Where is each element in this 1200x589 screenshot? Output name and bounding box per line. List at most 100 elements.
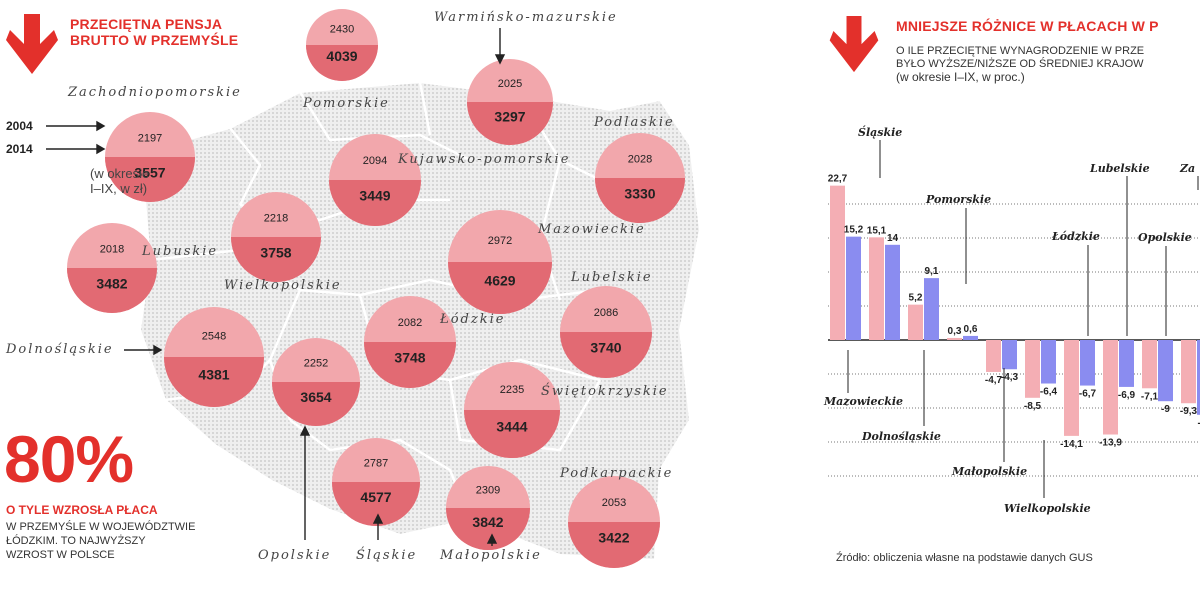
- region-label-mazowieckie: Mazowieckie: [538, 222, 646, 237]
- bar-blue: [924, 278, 939, 340]
- region-label-swietokrzyskie: Świętokrzyskie: [541, 384, 669, 399]
- value-2014: 4629: [484, 272, 515, 288]
- legend-year-2014: 2014: [6, 142, 33, 156]
- value-2014: 3654: [300, 389, 331, 405]
- down-arrow-icon-right: [828, 16, 880, 74]
- region-bubble: 2235 3444: [464, 362, 560, 458]
- bar-blue: [885, 244, 900, 340]
- bar-chart: 22,7 15,2 15,114 5,2 9,1 0,3 0,6 -4,7-4,3 -8,5 -6…: [823, 125, 1200, 515]
- value-2014: 3740: [590, 340, 621, 356]
- bar-region-label: Pomorskie: [925, 193, 991, 206]
- value-2014: 3449: [359, 188, 390, 204]
- bar-label-pink: -13,9: [1099, 438, 1122, 449]
- value-2004: 2252: [304, 358, 328, 370]
- bar-chart-title: MNIEJSZE RÓŻNICE W PŁACACH W P: [896, 18, 1159, 34]
- region-label-malopolskie: Małopolskie: [440, 548, 542, 563]
- bar-label-pink: -8,5: [1024, 401, 1042, 412]
- value-2014: 3422: [598, 530, 629, 546]
- region-bubble: 2086 3740: [560, 286, 652, 378]
- region-bubble: 2082 3748: [364, 296, 456, 388]
- region-label-kujawsko-pomorskie: Kujawsko-pomorskie: [398, 152, 571, 167]
- bar-region-label: Śląskie: [858, 125, 902, 139]
- stat-percent: 80%: [4, 422, 134, 496]
- value-2004: 2025: [498, 78, 522, 90]
- value-2004: 2018: [100, 243, 124, 255]
- value-2004: 2218: [264, 212, 288, 224]
- bar-label-pink: -7,1: [1141, 391, 1159, 402]
- bar-blue: [1002, 340, 1017, 370]
- region-bubble: 2094 3449: [329, 134, 421, 226]
- region-bubble: 2028 3330: [595, 133, 685, 223]
- region-label-warminsko-mazurskie: Warmińsko-mazurskie: [434, 10, 618, 25]
- value-2004: 2086: [594, 307, 618, 319]
- value-2004: 2235: [500, 384, 524, 396]
- bar-region-label: Łódzkie: [1051, 230, 1100, 243]
- value-2004: 2094: [363, 155, 387, 167]
- stat-description: W PRZEMYŚLE W WOJEWÓDZTWIE ŁÓDZKIM. TO N…: [6, 521, 196, 561]
- value-2014: 4577: [360, 489, 391, 505]
- value-2014: 4039: [326, 48, 357, 64]
- value-2014: 3297: [494, 108, 525, 124]
- bar-pink: [1103, 340, 1118, 435]
- map-title: PRZECIĘTNA PENSJA BRUTTO W PRZEMYŚLE: [70, 16, 239, 48]
- bar-label-blue: -9: [1161, 404, 1170, 415]
- region-bubble: 2787 4577: [332, 438, 420, 526]
- value-2004: 2309: [476, 484, 500, 496]
- stat-heading: O TYLE WZROSŁA PŁACA: [6, 503, 158, 517]
- bar-label-pink: 5,2: [909, 293, 923, 304]
- bar-blue: [1041, 340, 1056, 384]
- region-bubble: 2053 3422: [568, 476, 660, 568]
- bar-label-pink: -9,3: [1180, 406, 1198, 417]
- bar-region-label: Opolskie: [1138, 231, 1192, 244]
- legend-note: (w okresie I–IX, w zł): [90, 166, 150, 196]
- down-arrow-icon: [6, 14, 58, 76]
- region-label-dolnoslaskie: Dolnośląskie: [6, 342, 114, 357]
- bar-region-label: Małopolskie: [951, 465, 1027, 478]
- region-label-podlaskie: Podlaskie: [594, 115, 675, 130]
- bar-blue: [1158, 340, 1173, 402]
- bar-blue: [1080, 340, 1095, 386]
- bar-region-label: Mazowieckie: [823, 395, 903, 408]
- region-bubble: 2252 3654: [272, 338, 360, 426]
- region-label-podkarpackie: Podkarpackie: [560, 466, 674, 481]
- value-2014: 3748: [394, 350, 425, 366]
- region-bubble: 2025 3297: [467, 59, 553, 145]
- value-2004: 2197: [138, 132, 162, 144]
- value-2014: 4381: [198, 367, 229, 383]
- bar-blue: [1197, 340, 1200, 415]
- bar-label-pink: -4,7: [985, 375, 1003, 386]
- value-2014: 3444: [496, 419, 527, 435]
- value-2014: 3758: [260, 244, 291, 260]
- region-label-wielkopolskie: Wielkopolskie: [224, 278, 342, 293]
- region-bubble: 2218 3758: [231, 192, 321, 282]
- bubble-layer: 2430 4039 2025 3297 2197 3557 2094 3449 2028 3330…: [67, 9, 685, 568]
- value-2014: 3482: [96, 275, 127, 291]
- bar-label-blue: 14: [887, 233, 899, 244]
- bar-pink: [1025, 340, 1040, 398]
- value-2004: 2430: [330, 23, 354, 35]
- bar-label-blue: 9,1: [925, 266, 939, 277]
- region-bubble: 2548 4381: [164, 307, 264, 407]
- region-bubble: 2972 4629: [448, 210, 552, 314]
- value-2004: 2548: [202, 331, 226, 343]
- value-2004: 2972: [488, 235, 512, 247]
- region-label-lubelskie: Lubelskie: [571, 270, 653, 285]
- bar-blue: [963, 335, 978, 340]
- bar-region-label: Lubelskie: [1089, 162, 1150, 175]
- bar-label-blue: 0,6: [964, 324, 978, 335]
- bar-blue: [1119, 340, 1134, 387]
- bar-chart-subtitle: O ILE PRZECIĘTNE WYNAGRODZENIE W PRZE BY…: [896, 45, 1145, 84]
- bar-pink: [830, 185, 845, 340]
- value-2014: 3330: [624, 185, 655, 201]
- region-label-lubuskie: Lubuskie: [142, 244, 219, 259]
- value-2014: 3842: [472, 514, 503, 530]
- region-bubble: 2309 3842: [446, 466, 530, 550]
- bar-pink: [1064, 340, 1079, 436]
- pointer-arrows: [46, 28, 506, 546]
- region-label-lodzkie: Łódzkie: [440, 312, 506, 327]
- bar-pink: [1181, 340, 1196, 404]
- bar-region-label: Wielkopolskie: [1004, 502, 1091, 515]
- region-label-slaskie: Śląskie: [356, 548, 418, 563]
- value-2004: 2028: [628, 153, 652, 165]
- bar-label-blue: -6,9: [1118, 390, 1136, 401]
